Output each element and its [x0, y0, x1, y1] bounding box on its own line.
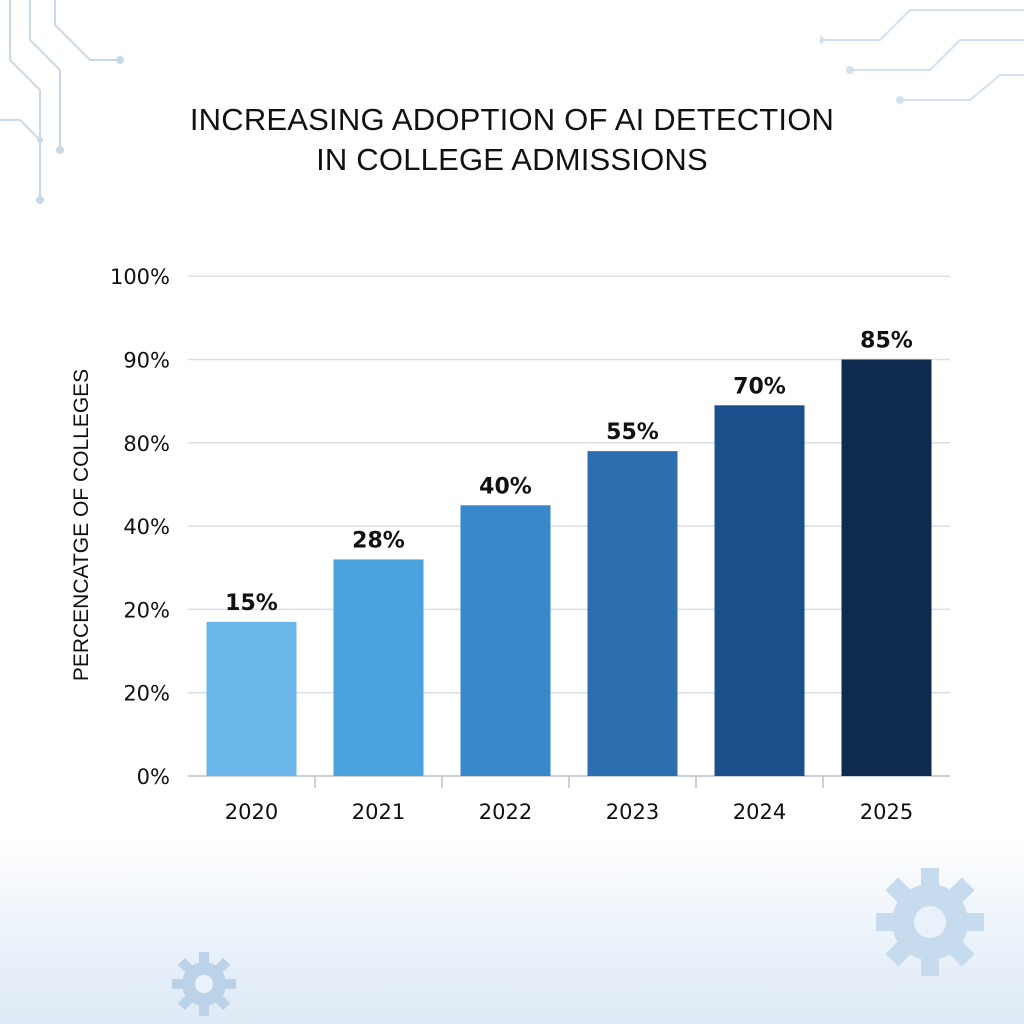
- bar: [333, 559, 424, 776]
- data-label: 85%: [860, 329, 913, 354]
- background-gradient: [0, 834, 1024, 1024]
- y-tick-label: 40%: [123, 515, 170, 539]
- y-tick-label: 100%: [110, 265, 170, 289]
- data-label: 15%: [225, 591, 278, 616]
- x-tick-label: 2021: [352, 800, 405, 824]
- circuit-lines-icon: [820, 9, 1024, 104]
- x-tick-label: 2020: [225, 800, 278, 824]
- chart-title-line-2: IN COLLEGE ADMISSIONS: [316, 142, 708, 177]
- data-label: 55%: [606, 420, 659, 445]
- gear-icon: [172, 952, 236, 1016]
- circuit-lines-icon: [0, 0, 124, 204]
- bar: [587, 451, 678, 776]
- bar: [714, 405, 805, 776]
- y-tick-label: 20%: [123, 598, 170, 622]
- data-label: 40%: [479, 474, 532, 499]
- y-tick-label: 0%: [137, 765, 170, 789]
- y-tick-label: 20%: [123, 682, 170, 706]
- x-tick-label: 2025: [860, 800, 913, 824]
- chart-title-line-1: INCREASING ADOPTION OF AI DETECTION: [189, 102, 835, 137]
- x-tick-label: 2022: [479, 800, 532, 824]
- y-tick-label: 80%: [123, 432, 170, 456]
- bar: [841, 359, 932, 776]
- x-tick-label: 2024: [733, 800, 786, 824]
- x-tick-label: 2023: [606, 800, 659, 824]
- gear-icon: [876, 868, 984, 976]
- data-label: 28%: [352, 528, 405, 553]
- y-tick-label: 90%: [123, 349, 170, 373]
- data-label: 70%: [733, 374, 786, 399]
- chart-title: INCREASING ADOPTION OF AI DETECTION IN C…: [0, 100, 1024, 180]
- bar: [206, 621, 297, 776]
- bar: [460, 505, 551, 776]
